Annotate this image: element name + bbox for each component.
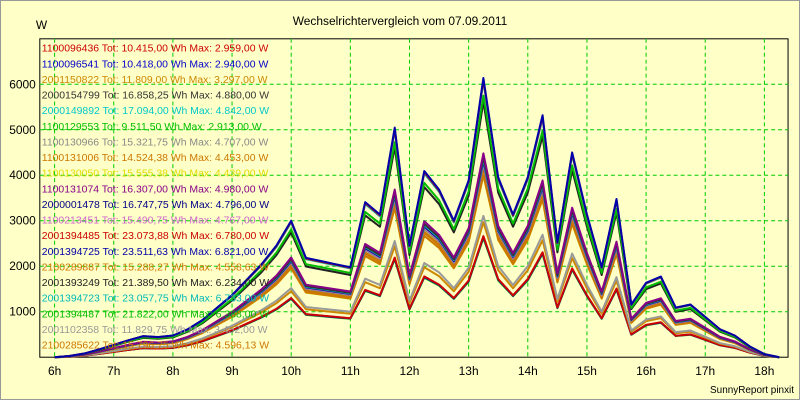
- series-line-2001394725: [54, 77, 780, 359]
- y-tick-label: 3000: [9, 214, 36, 228]
- legend-entry-1100129553: 1100129553 Tot: 9.511,50 Wh Max: 2.913,0…: [42, 122, 262, 133]
- legend-entry-2100285622: 2100285622 Tot: 15.796,75 Wh Max: 4.596,…: [42, 341, 269, 352]
- legend-entry-2001394485: 2001394485 Tot: 23.073,88 Wh Max: 6.780,…: [42, 231, 269, 242]
- x-tick-label: 8h: [166, 364, 179, 378]
- legend-entry-2100289887: 2100289887 Tot: 15.288,27 Wh Max: 4.558,…: [42, 262, 269, 273]
- x-tick-label: 13h: [459, 364, 479, 378]
- y-axis-unit-label: W: [36, 18, 48, 32]
- y-tick-label: 2000: [9, 259, 36, 273]
- legend-entry-2000149892: 2000149892 Tot: 17.094,00 Wh Max: 4.842,…: [42, 106, 269, 117]
- legend-entry-2001394725: 2001394725 Tot: 23.511,63 Wh Max: 6.821,…: [42, 247, 269, 258]
- legend-entry-1100096541: 1100096541 Tot: 10.418,00 Wh Max: 2.940,…: [42, 59, 269, 70]
- series-lines: [54, 77, 780, 359]
- x-tick-label: 12h: [400, 364, 420, 378]
- x-tick-label: 9h: [225, 364, 238, 378]
- legend-entry-2001394487: 2001394487 Tot: 21.822,00 Wh Max: 6.388,…: [42, 309, 269, 320]
- y-tick-label: 1000: [9, 305, 36, 319]
- x-tick-label: 6h: [48, 364, 61, 378]
- legend-entry-1100131074: 1100131074 Tot: 16.307,00 Wh Max: 4.980,…: [42, 184, 269, 195]
- legend-entry-2001393249: 2001393249 Tot: 21.389,50 Wh Max: 6.234,…: [42, 278, 269, 289]
- legend-entry-2000154799: 2000154799 Tot: 16.858,25 Wh Max: 4.880,…: [42, 91, 269, 102]
- legend-entry-1100131006: 1100131006 Tot: 14.524,38 Wh Max: 4.453,…: [42, 153, 269, 164]
- x-tick-label: 10h: [281, 364, 301, 378]
- legend-entry-1100130966: 1100130966 Tot: 15.321,75 Wh Max: 4.707,…: [42, 137, 269, 148]
- y-tick-label: 4000: [9, 168, 36, 182]
- legend-entry-1100096436: 1100096436 Tot: 10.415,00 Wh Max: 2.959,…: [42, 44, 269, 55]
- x-tick-label: 17h: [695, 364, 715, 378]
- y-tick-label: 6000: [9, 77, 36, 91]
- x-tick-label: 11h: [341, 364, 360, 378]
- series-line-1100131074: [54, 152, 780, 359]
- x-tick-label: 7h: [107, 364, 120, 378]
- x-tick-label: 15h: [577, 364, 597, 378]
- legend-entry-2001150822: 2001150822 Tot: 11.809,00 Wh Max: 3.297,…: [42, 75, 268, 86]
- series-line-1100096436: [54, 235, 780, 359]
- footer-credit: SunnyReport pinxit: [710, 385, 794, 396]
- series-line-2001102358: [54, 214, 780, 359]
- x-tick-label: 18h: [754, 364, 774, 378]
- x-tick-label: 14h: [518, 364, 538, 378]
- legend-entry-2001102358: 2001102358 Tot: 11.829,75 Wh Max: 3.452,…: [42, 325, 268, 336]
- legend-entry-2000001478: 2000001478 Tot: 16.747,75 Wh Max: 4.796,…: [42, 200, 269, 211]
- series-line-2001394487: [54, 94, 780, 359]
- chart-title: Wechselrichtervergleich vom 07.09.2011: [293, 14, 508, 28]
- y-axis-ticks: 1000 2000 3000 4000 5000 6000: [9, 77, 36, 318]
- x-axis-ticks: 6h 7h 8h 9h 10h 11h 12h 13h 14h 15h 16h 17h 18h: [48, 364, 774, 378]
- legend-entry-1100213451: 1100213451 Tot: 15.490,75 Wh Max: 4.767,…: [42, 216, 269, 227]
- legend-entry-2001394723: 2001394723 Tot: 23.057,75 Wh Max: 6.733,…: [42, 294, 269, 305]
- legend: 1100096436 Tot: 10.415,00 Wh Max: 2.959,…: [42, 44, 269, 352]
- x-tick-label: 16h: [636, 364, 656, 378]
- legend-entry-1100130050: 1100130050 Tot: 15.555,38 Wh Max: 4.439,…: [42, 169, 269, 180]
- y-tick-label: 5000: [9, 123, 36, 137]
